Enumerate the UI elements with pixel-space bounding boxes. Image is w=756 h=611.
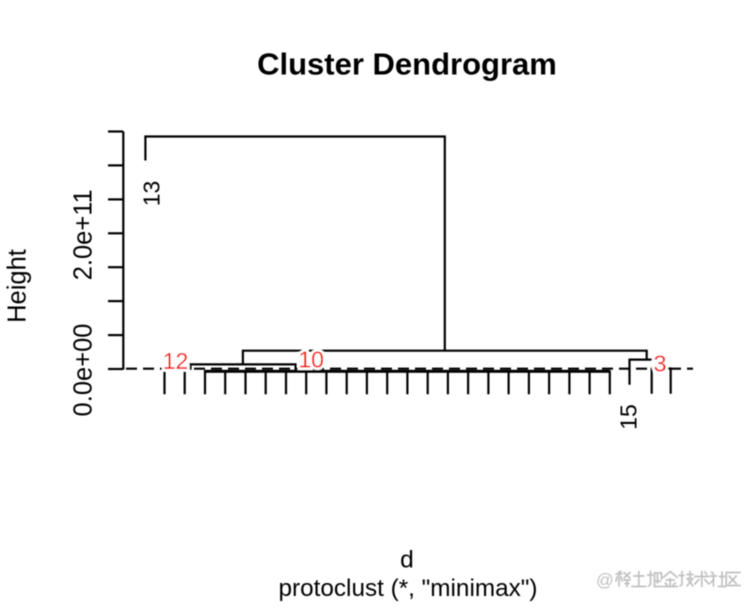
svg-text:3: 3: [653, 351, 666, 377]
svg-text:12: 12: [163, 348, 189, 374]
svg-text:15: 15: [616, 404, 642, 430]
svg-text:10: 10: [298, 347, 324, 373]
svg-text:Cluster Dendrogram: Cluster Dendrogram: [257, 47, 557, 82]
svg-text:3: 3: [653, 351, 666, 377]
svg-text:d: d: [400, 547, 414, 574]
svg-text:13: 13: [139, 181, 165, 207]
svg-text:2.0e+11: 2.0e+11: [70, 189, 98, 280]
svg-text:Height: Height: [4, 249, 32, 323]
svg-text:12: 12: [163, 348, 189, 374]
svg-text:10: 10: [298, 347, 324, 373]
svg-text:protoclust (*, "minimax"): protoclust (*, "minimax"): [279, 575, 538, 602]
svg-text:@: @: [596, 570, 614, 590]
svg-text:0.0e+00: 0.0e+00: [70, 324, 98, 417]
